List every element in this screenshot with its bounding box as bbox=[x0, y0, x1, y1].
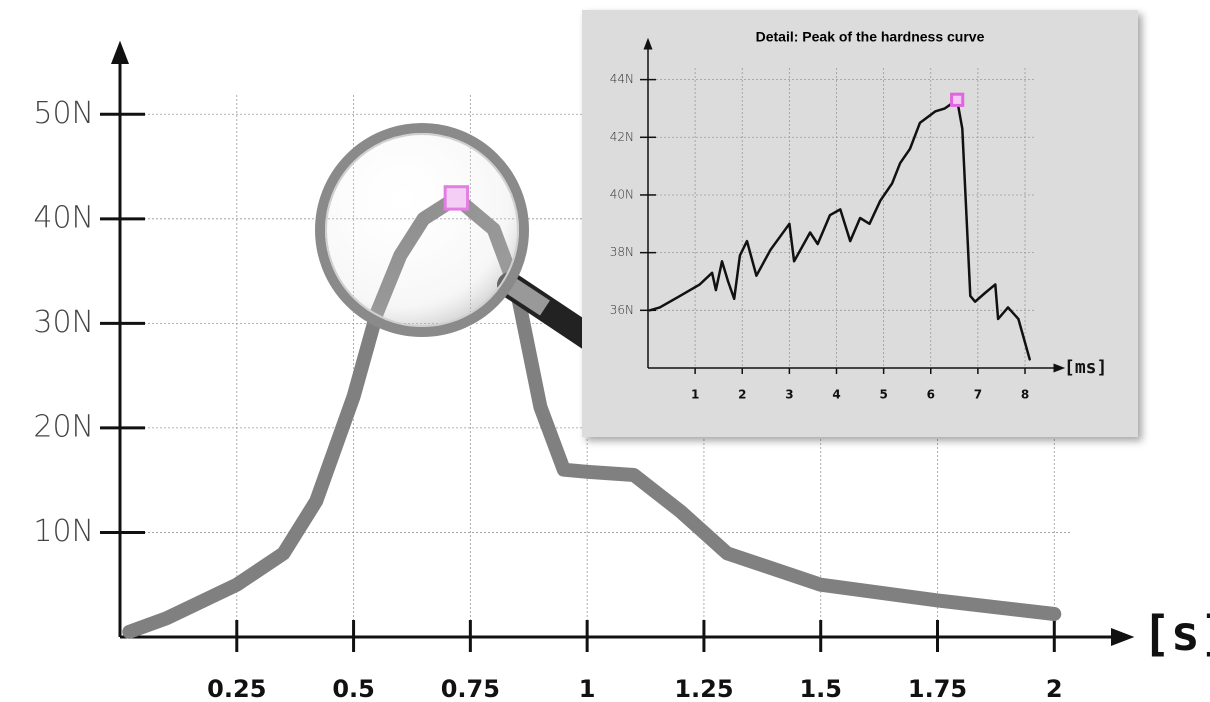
x-tick-label: 5 bbox=[879, 388, 887, 402]
y-tick-label: 40N bbox=[33, 200, 94, 235]
x-axis-arrow bbox=[1053, 363, 1066, 373]
y-tick-label: 40N bbox=[610, 187, 634, 201]
x-tick-label: 1.75 bbox=[908, 675, 967, 702]
y-tick-label: 42N bbox=[610, 130, 634, 144]
x-tick-label: 4 bbox=[832, 388, 840, 402]
y-tick-label: 44N bbox=[610, 72, 634, 86]
x-axis-label: [s] bbox=[1142, 606, 1210, 662]
y-axis-arrow bbox=[111, 40, 129, 64]
x-tick-label: 0.5 bbox=[332, 675, 375, 702]
y-tick-label: 36N bbox=[610, 303, 634, 317]
x-tick-label: 3 bbox=[785, 388, 793, 402]
inset-panel bbox=[582, 10, 1138, 437]
data-line bbox=[648, 98, 1031, 361]
x-axis-label: [ms] bbox=[1064, 357, 1107, 378]
x-tick-label: 1.5 bbox=[799, 675, 842, 702]
x-axis-arrow bbox=[1111, 628, 1135, 646]
y-axis-arrow bbox=[643, 37, 653, 50]
y-tick-label: 50N bbox=[33, 96, 94, 131]
x-tick-label: 6 bbox=[927, 388, 935, 402]
x-tick-label: 7 bbox=[974, 388, 982, 402]
highlight-marker bbox=[950, 92, 965, 107]
y-tick-label: 20N bbox=[33, 409, 94, 444]
x-tick-label: 1 bbox=[579, 675, 596, 702]
y-tick-label: 30N bbox=[33, 305, 94, 340]
x-tick-label: 2 bbox=[1046, 675, 1063, 702]
inset-chart: Detail: Peak of the hardness curve 36N38… bbox=[582, 10, 1138, 437]
x-tick-label: 1 bbox=[691, 388, 699, 402]
x-tick-label: 0.75 bbox=[441, 675, 500, 702]
x-tick-label: 1.25 bbox=[674, 675, 733, 702]
x-tick-label: 8 bbox=[1021, 388, 1029, 402]
inset-title: Detail: Peak of the hardness curve bbox=[756, 29, 985, 45]
magnifier bbox=[315, 123, 613, 358]
x-tick-label: 0.25 bbox=[207, 675, 266, 702]
y-tick-label: 10N bbox=[33, 514, 94, 549]
y-tick-label: 38N bbox=[610, 245, 634, 259]
x-tick-label: 2 bbox=[738, 388, 746, 402]
